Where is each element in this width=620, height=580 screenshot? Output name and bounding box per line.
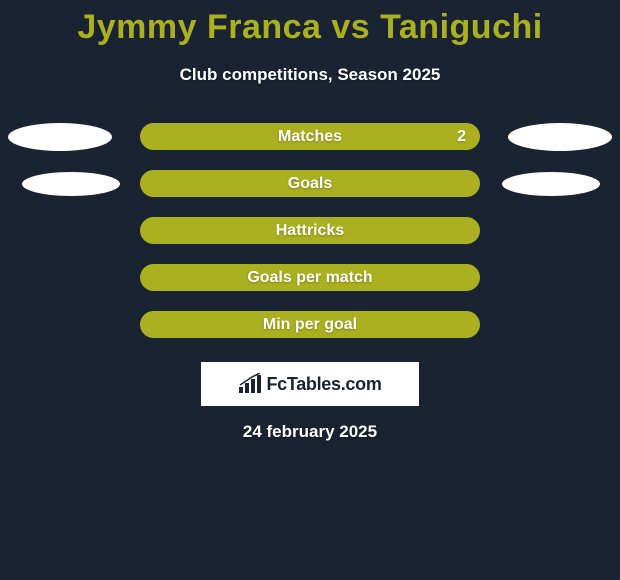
stat-label: Hattricks: [276, 222, 344, 240]
page-title: Jymmy Franca vs Taniguchi: [0, 8, 620, 47]
stat-pill-matches: Matches 2: [140, 123, 480, 150]
right-value-ellipse: [502, 172, 600, 196]
stat-value-right: 2: [457, 128, 466, 146]
subtitle: Club competitions, Season 2025: [0, 65, 620, 85]
stat-row: Matches 2: [0, 123, 620, 150]
stat-row: Hattricks: [0, 217, 620, 244]
source-logo: FcTables.com: [201, 362, 419, 406]
stats-list: Matches 2 Goals Hattricks Goals per matc…: [0, 123, 620, 338]
stat-pill-hattricks: Hattricks: [140, 217, 480, 244]
date-label: 24 february 2025: [0, 422, 620, 442]
left-value-ellipse: [22, 172, 120, 196]
stat-row: Goals: [0, 170, 620, 197]
stat-label: Min per goal: [263, 316, 357, 334]
stat-pill-goals-per-match: Goals per match: [140, 264, 480, 291]
stat-pill-goals: Goals: [140, 170, 480, 197]
right-value-ellipse: [508, 123, 612, 151]
stat-label: Goals per match: [247, 269, 372, 287]
logo-text: FcTables.com: [266, 374, 381, 395]
left-value-ellipse: [8, 123, 112, 151]
stat-row: Goals per match: [0, 264, 620, 291]
comparison-card: Jymmy Franca vs Taniguchi Club competiti…: [0, 0, 620, 442]
logo-content: FcTables.com: [238, 373, 381, 395]
stat-label: Goals: [288, 175, 332, 193]
bar-chart-icon: [238, 373, 262, 395]
stat-pill-min-per-goal: Min per goal: [140, 311, 480, 338]
stat-row: Min per goal: [0, 311, 620, 338]
stat-label: Matches: [278, 128, 342, 146]
